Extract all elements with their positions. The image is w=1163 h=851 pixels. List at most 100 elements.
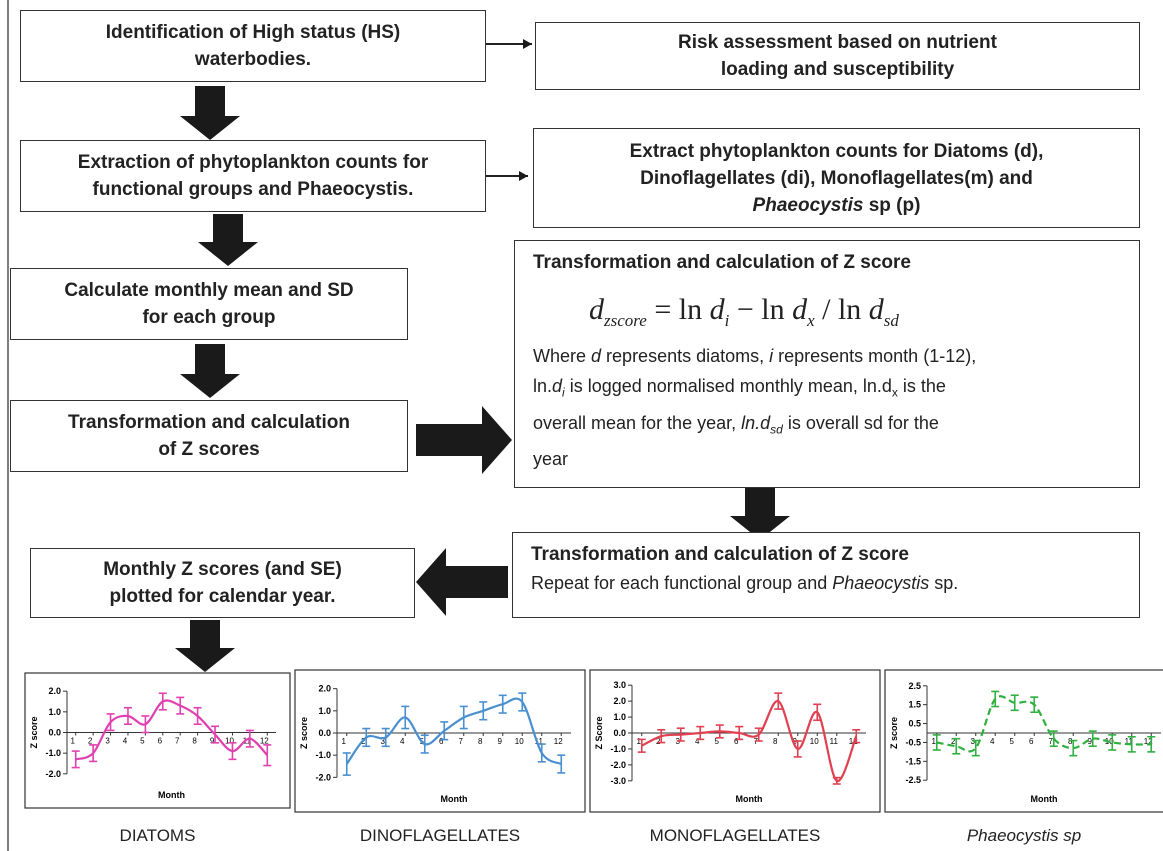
- y-tick-label: -2.0: [610, 760, 626, 770]
- y-axis-label: Z score: [29, 716, 39, 748]
- text: ln.d: [741, 412, 771, 433]
- chart-title: Phaeocystis sp: [966, 826, 1082, 845]
- y-tick-label: -1.0: [45, 748, 61, 758]
- text: zscore: [604, 311, 647, 330]
- text: sp.: [929, 573, 959, 593]
- x-tick-label: 8: [192, 737, 197, 746]
- x-tick-label: 2: [656, 737, 661, 746]
- y-tick-label: 1.0: [48, 707, 61, 717]
- line: year: [533, 444, 1121, 474]
- x-tick-label: 3: [381, 737, 386, 746]
- line: ln.di is logged normalised monthly mean,…: [533, 371, 1121, 408]
- line: Extract phytoplankton counts for Diatoms…: [534, 138, 1139, 165]
- x-tick-label: 11: [1125, 737, 1134, 746]
- text: d: [552, 376, 563, 396]
- arrow-head: [519, 171, 528, 181]
- x-tick-label: 10: [225, 737, 234, 746]
- text: Repeat for each functional group and: [531, 573, 833, 593]
- x-tick-label: 10: [810, 737, 819, 746]
- line: Dinoflagellates (di), Monoflagellates(m)…: [534, 165, 1139, 192]
- box: Risk assessment based on nutrient loadin…: [535, 22, 1140, 90]
- x-tick-label: 12: [260, 737, 269, 746]
- text: Phaeocystis: [752, 194, 864, 216]
- text: plotted for calendar year.: [109, 586, 336, 607]
- text: d: [589, 293, 604, 326]
- arrow-down: [180, 344, 240, 398]
- box-title: Transformation and calculation of Z scor…: [533, 252, 911, 273]
- line: functional groups and Phaeocystis.: [21, 176, 485, 203]
- text: is overall sd for the: [782, 412, 939, 433]
- text: loading and susceptibility: [720, 59, 955, 80]
- line: Where d represents diatoms, i represents…: [533, 341, 1121, 371]
- y-tick-label: -3.0: [610, 776, 626, 786]
- text: sd: [770, 422, 783, 437]
- line: Identification of High status (HS): [21, 19, 485, 46]
- text: Extraction of phytoplankton counts for: [77, 152, 429, 173]
- box: Transformation and calculation of Z scor…: [10, 400, 408, 472]
- y-tick-label: -2.5: [905, 775, 921, 785]
- text: Calculate monthly mean and SD: [64, 280, 354, 301]
- box: Extract phytoplankton counts for Diatoms…: [533, 128, 1140, 228]
- x-tick-label: 3: [105, 737, 110, 746]
- y-tick-label: 2.0: [318, 684, 331, 694]
- box: Extraction of phytoplankton counts for f…: [20, 140, 486, 212]
- text: i: [724, 311, 730, 330]
- text: Transformation and calculation: [68, 412, 350, 433]
- x-axis-label: Month: [441, 794, 468, 804]
- text: year: [533, 449, 569, 470]
- arrow-down: [175, 620, 235, 672]
- series-line: [936, 695, 1152, 753]
- y-tick-label: 0.0: [318, 728, 331, 738]
- line: Phaeocystis sp (p): [534, 192, 1139, 219]
- text: / ln: [814, 293, 869, 326]
- text: Where: [533, 346, 592, 366]
- y-tick-label: 1.0: [318, 706, 331, 716]
- arrow-down: [180, 86, 240, 140]
- x-tick-label: 12: [554, 737, 563, 746]
- x-tick-label: 10: [515, 737, 524, 746]
- line: Extraction of phytoplankton counts for: [21, 149, 485, 176]
- text: sd: [883, 311, 899, 330]
- x-tick-label: 1: [637, 737, 642, 746]
- y-tick-label: 1.5: [908, 700, 921, 710]
- text: d: [792, 293, 808, 326]
- text: i: [769, 346, 774, 366]
- text: x: [807, 311, 815, 330]
- text: Monthly Z scores (and SE): [103, 559, 342, 580]
- line: for each group: [11, 304, 407, 331]
- x-tick-label: 7: [459, 737, 464, 746]
- text: Extract phytoplankton counts for Diatoms…: [629, 140, 1044, 162]
- line: loading and susceptibility: [536, 56, 1139, 83]
- text: ln.: [533, 376, 553, 396]
- y-tick-label: -2.0: [45, 769, 61, 779]
- box: Transformation and calculation of Z scor…: [514, 240, 1140, 488]
- x-tick-label: 5: [140, 737, 145, 746]
- series-line: [641, 700, 858, 782]
- y-tick-label: 2.0: [613, 696, 626, 706]
- arrow-head: [523, 39, 532, 49]
- y-tick-label: -1.0: [315, 750, 331, 760]
- y-tick-label: -2.0: [315, 772, 331, 782]
- y-tick-label: 0.0: [613, 728, 626, 738]
- x-tick-label: 6: [439, 737, 444, 746]
- text: Identification of High status (HS): [105, 22, 401, 43]
- x-axis-label: Month: [1031, 794, 1058, 804]
- y-tick-label: -0.5: [905, 737, 921, 747]
- x-tick-label: 9: [1088, 737, 1093, 746]
- x-tick-label: 8: [478, 737, 483, 746]
- arrow-down: [198, 214, 258, 266]
- y-tick-label: 3.0: [613, 680, 626, 690]
- x-tick-label: 6: [158, 737, 163, 746]
- box-title: Transformation and calculation of Z scor…: [531, 544, 909, 565]
- y-tick-label: 2.0: [48, 686, 61, 696]
- line: Transformation and calculation: [11, 409, 407, 436]
- x-tick-label: 2: [88, 737, 93, 746]
- x-tick-label: 5: [715, 737, 720, 746]
- x-tick-label: 3: [971, 737, 976, 746]
- x-tick-label: 11: [830, 737, 839, 746]
- x-tick-label: 6: [734, 737, 739, 746]
- text: i: [562, 385, 565, 400]
- y-tick-label: 0.5: [908, 719, 921, 729]
